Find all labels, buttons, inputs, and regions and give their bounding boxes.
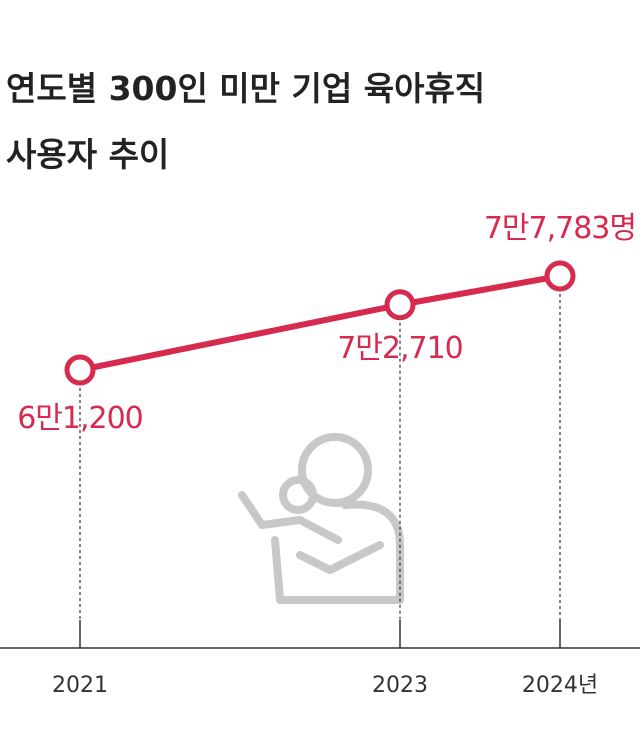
- chart-title: 사용자 추이: [6, 135, 169, 174]
- value-label: 7만7,783명: [484, 211, 636, 246]
- data-point: [64, 354, 96, 386]
- value-label: 7만2,710: [337, 331, 463, 366]
- data-point: [384, 289, 416, 321]
- x-tick-label: 2023: [372, 673, 428, 698]
- value-label: 6만1,200: [17, 401, 143, 436]
- x-tick-label: 2024년: [522, 673, 598, 698]
- parent-baby-icon: [238, 433, 404, 604]
- x-tick-label: 2021: [52, 673, 108, 698]
- data-point: [544, 260, 576, 292]
- data-line: [79, 273, 561, 373]
- chart-title: 연도별 300인 미만 기업 육아휴직: [6, 69, 485, 108]
